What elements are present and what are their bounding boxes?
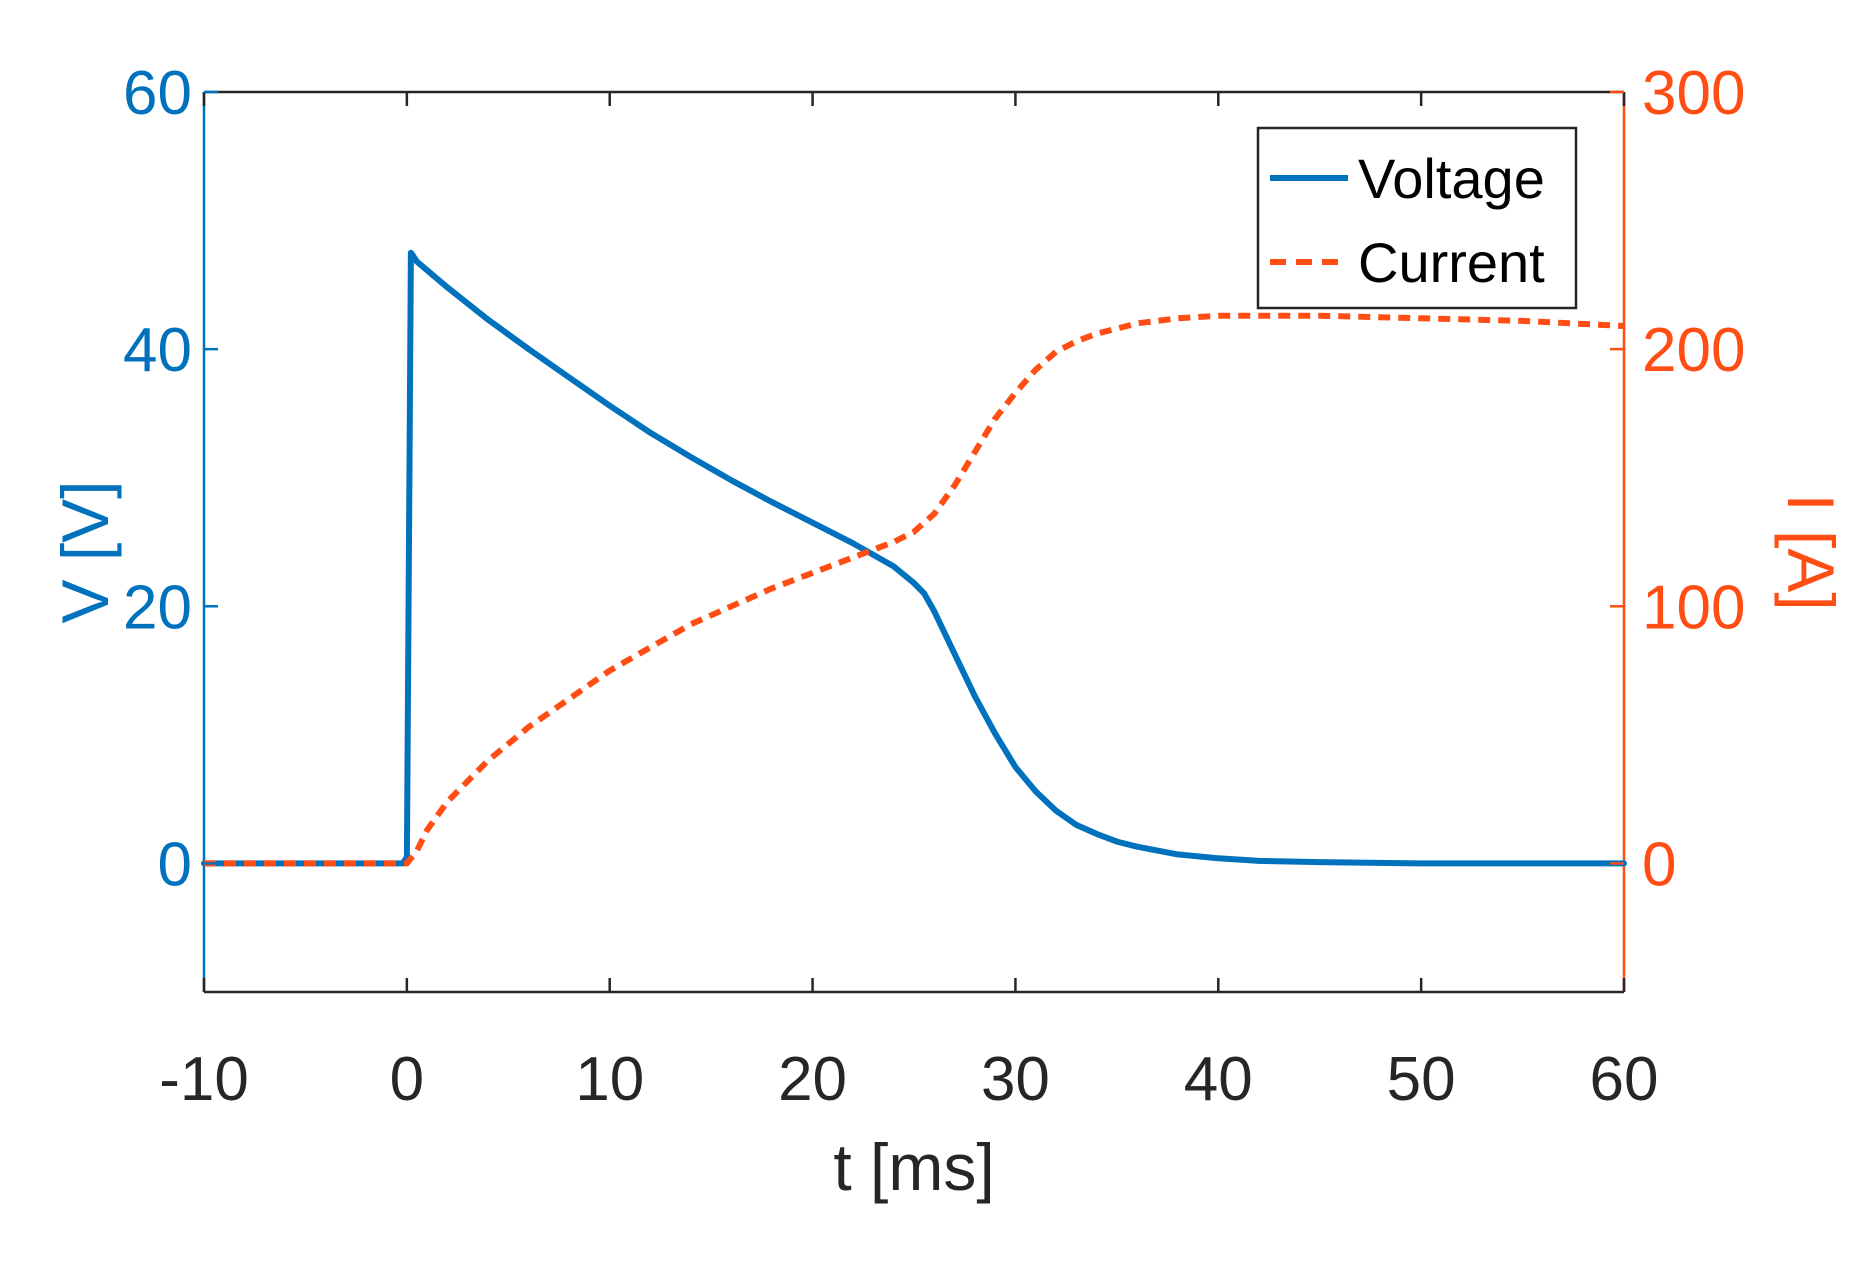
series-line-current <box>204 312 1625 867</box>
x-tick-label: 0 <box>390 1045 424 1114</box>
legend-box <box>1256 126 1578 310</box>
series-layer <box>201 249 1627 867</box>
legend: Voltage Current <box>1256 126 1578 310</box>
y-axis-label-right: I [A] <box>1774 493 1848 610</box>
y-axis-label-left: V [V] <box>48 480 122 623</box>
x-tick-label: 50 <box>1387 1045 1456 1114</box>
legend-label-voltage: Voltage <box>1358 147 1545 210</box>
x-tick-label: 60 <box>1590 1045 1659 1114</box>
y-left-tick-label: 40 <box>123 316 192 385</box>
x-axis-label: t [ms] <box>833 1130 994 1204</box>
x-tick-label: 20 <box>778 1045 847 1114</box>
y-left-tick-label: 20 <box>123 573 192 642</box>
y-left-tick-label: 60 <box>123 59 192 128</box>
legend-label-current: Current <box>1358 231 1545 294</box>
series-line-voltage <box>201 249 1627 867</box>
x-tick-label: 40 <box>1184 1045 1253 1114</box>
x-tick-label: 30 <box>981 1045 1050 1114</box>
x-tick-label: 10 <box>575 1045 644 1114</box>
ticks-layer: -10 0 10 20 30 40 50 60 0 20 40 60 0 100 200 300 <box>123 59 1745 1114</box>
y-right-tick-label: 300 <box>1642 59 1745 128</box>
y-right-tick-label: 200 <box>1642 316 1745 385</box>
y-right-tick-label: 100 <box>1642 573 1745 642</box>
x-tick-label: -10 <box>159 1045 249 1114</box>
y-right-tick-label: 0 <box>1642 830 1676 899</box>
y-left-tick-label: 0 <box>158 830 192 899</box>
axes-layer <box>202 90 1626 994</box>
